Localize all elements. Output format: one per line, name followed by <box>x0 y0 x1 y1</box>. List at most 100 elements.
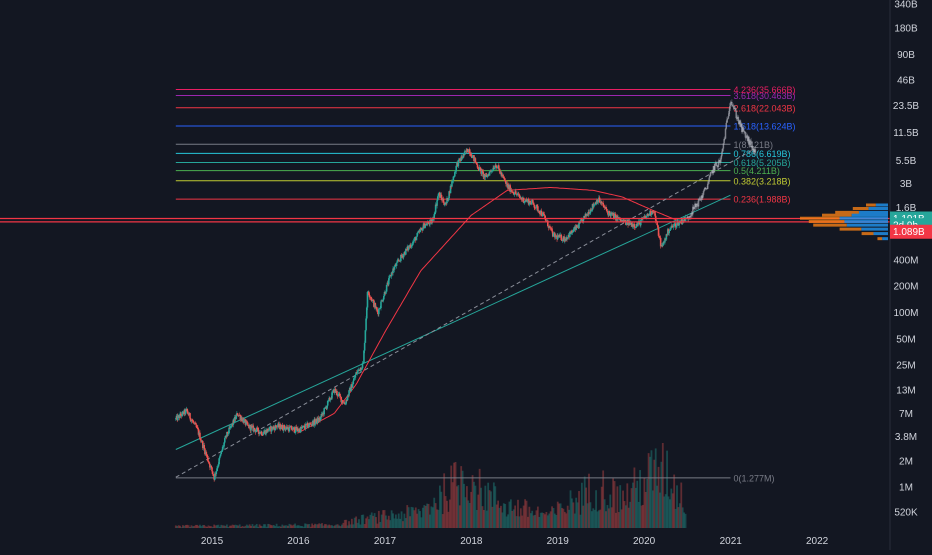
candle-body <box>613 214 616 219</box>
y-tick-label: 90B <box>897 50 915 61</box>
candle-body <box>206 455 209 461</box>
volume-bar <box>407 507 410 528</box>
volume-bar <box>338 525 340 528</box>
projection-body <box>721 151 723 156</box>
candle-body <box>602 202 604 206</box>
volume-bar <box>184 524 187 528</box>
volume-bar <box>365 518 367 528</box>
volume-bar <box>264 524 267 528</box>
candle-body <box>250 425 252 431</box>
y-tick-label: 50M <box>896 334 915 345</box>
candle-body <box>405 249 407 255</box>
candle-body <box>649 210 652 215</box>
candle-body <box>212 474 215 476</box>
candle-body <box>275 425 277 427</box>
candle-body <box>272 426 275 428</box>
volume-profile-bar <box>839 216 888 220</box>
volume-profile-bar <box>800 216 840 220</box>
volume-bar <box>511 510 514 528</box>
volume-bar <box>647 453 650 528</box>
projection-body <box>715 162 718 166</box>
y-tick-label: 1M <box>899 483 913 494</box>
y-tick-label: 46B <box>897 75 915 86</box>
volume-bar <box>368 519 370 528</box>
volume-bar <box>663 496 666 528</box>
candle-body <box>199 432 201 440</box>
volume-bar <box>600 486 603 528</box>
moving-average-line[interactable] <box>298 187 679 434</box>
candle-body <box>499 171 502 175</box>
trend-lines[interactable] <box>175 149 753 478</box>
volume-bar <box>294 523 296 528</box>
candle-body <box>344 403 347 405</box>
candle-body <box>303 425 306 428</box>
candle-body <box>434 204 437 213</box>
volume-bar <box>589 502 592 528</box>
y-tick-label: 3.8M <box>895 432 917 443</box>
volume-profile-bar <box>873 232 888 236</box>
volume-bar <box>431 507 434 528</box>
candle-body <box>586 214 588 217</box>
candle-body <box>644 216 646 218</box>
volume-bar <box>312 525 315 528</box>
candle-body <box>608 211 610 216</box>
x-tick-label: 2015 <box>201 536 224 547</box>
x-axis[interactable]: 2015 2016 2017 2018 2019 2020 2021 2022 <box>201 536 829 547</box>
candle-body <box>431 217 434 222</box>
volume-bar <box>427 503 430 528</box>
volume-bar <box>677 507 680 528</box>
candle-body <box>361 363 364 369</box>
projection-body <box>748 140 751 145</box>
volume-bar <box>447 511 450 528</box>
candle-body <box>189 418 192 422</box>
candle-body <box>197 427 199 430</box>
volume-bar <box>430 506 433 528</box>
projection-body <box>724 138 726 140</box>
x-tick-label: 2019 <box>547 536 570 547</box>
projection-body <box>706 183 709 189</box>
candle-body <box>424 225 426 229</box>
y-axis[interactable]: 340B180B90B46B23.5B11.5B5.5B3B1.6B800M40… <box>889 0 932 550</box>
candle-body <box>378 308 381 310</box>
candle-body <box>670 225 673 229</box>
projection-body <box>731 102 733 105</box>
trendline[interactable] <box>175 194 731 450</box>
candle-body <box>281 425 284 430</box>
candle-body <box>479 167 482 169</box>
volume-bar <box>211 526 214 528</box>
volume-bar <box>434 503 437 528</box>
candle-body <box>211 471 214 475</box>
volume-bar <box>267 523 270 528</box>
candle-body <box>235 415 237 420</box>
candle-body <box>561 239 564 241</box>
volume-bar <box>494 486 497 528</box>
volume-bar <box>606 505 609 528</box>
volume-bar <box>279 526 282 528</box>
volume-bar <box>197 525 200 528</box>
volume-bar <box>352 524 355 528</box>
volume-bar <box>453 462 455 528</box>
candle-body <box>343 402 346 405</box>
volume-bar <box>607 508 610 528</box>
volume-bar <box>650 450 653 528</box>
candle-body <box>593 204 595 207</box>
candle-body <box>445 202 448 204</box>
candle-body <box>283 425 286 429</box>
volume-bar <box>366 516 369 528</box>
candle-body <box>179 413 182 416</box>
candle-body <box>652 210 654 212</box>
candle-body <box>402 253 405 258</box>
candle-body <box>214 473 216 480</box>
candle-body <box>395 262 398 266</box>
candle-body <box>603 205 605 208</box>
candle-body <box>519 196 521 198</box>
candle-body <box>457 159 460 167</box>
candle-body <box>323 408 325 415</box>
dashed-trendline[interactable] <box>175 149 753 478</box>
volume-bar <box>200 526 203 528</box>
volume-bar <box>640 505 643 528</box>
candle-body <box>228 427 230 434</box>
volume-bar <box>416 513 419 528</box>
